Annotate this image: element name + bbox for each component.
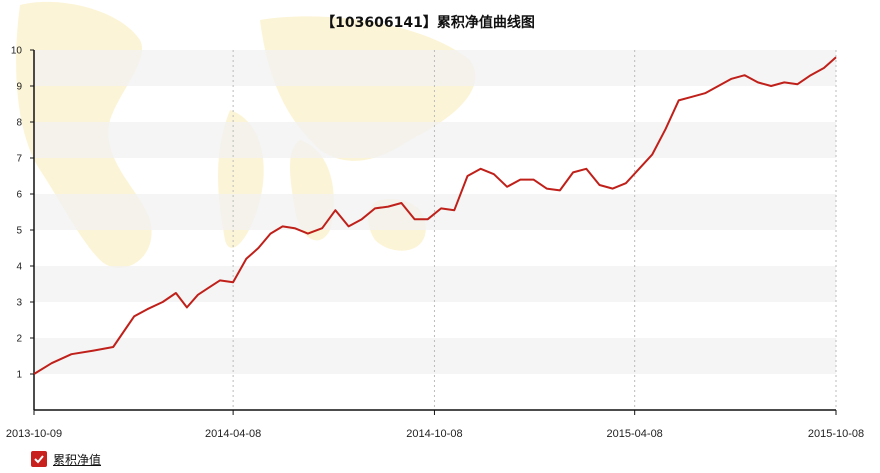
grid-band (34, 266, 836, 302)
grid-band (34, 122, 836, 158)
grid-band (34, 50, 836, 86)
y-tick-label: 4 (16, 262, 22, 273)
x-tick-label: 2014-10-08 (406, 428, 462, 440)
y-tick-label: 1 (16, 370, 22, 381)
y-tick-label: 3 (16, 298, 22, 309)
y-tick-label: 6 (16, 190, 22, 201)
y-tick-label: 2 (16, 334, 22, 345)
grid-band (34, 194, 836, 230)
series-line-cumulative-nav (33, 56, 837, 375)
x-tick-label: 2015-04-08 (607, 428, 663, 440)
legend[interactable]: 累积净值 (31, 449, 101, 469)
x-tick-label: 2015-10-08 (808, 428, 864, 440)
grid-band (34, 338, 836, 374)
y-tick-label: 9 (16, 82, 22, 93)
chart-title: 【103606141】累积净值曲线图 (321, 14, 535, 31)
legend-label[interactable]: 累积净值 (53, 452, 102, 467)
x-tick-label: 2013-10-09 (6, 428, 62, 440)
checkmark-icon (34, 455, 44, 464)
y-tick-label: 10 (11, 46, 23, 57)
y-tick-label: 5 (16, 226, 22, 237)
legend-checkbox[interactable] (31, 451, 47, 467)
x-tick-label: 2014-04-08 (205, 428, 261, 440)
y-tick-label: 8 (16, 118, 22, 129)
y-tick-label: 7 (16, 154, 22, 165)
